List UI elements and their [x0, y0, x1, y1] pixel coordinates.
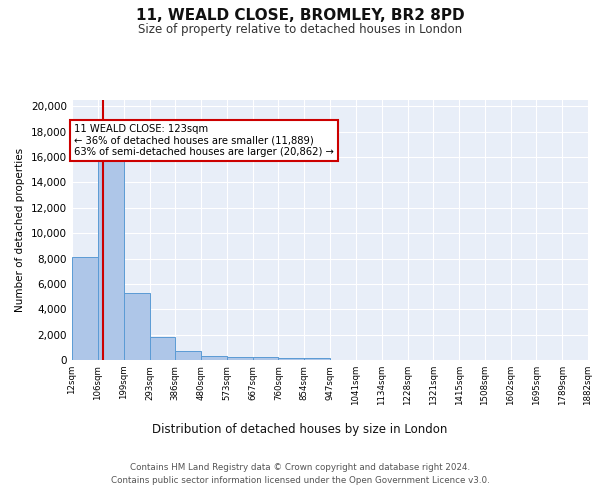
- Bar: [304, 358, 330, 360]
- Text: Contains public sector information licensed under the Open Government Licence v3: Contains public sector information licen…: [110, 476, 490, 485]
- Bar: [253, 358, 278, 360]
- Text: Distribution of detached houses by size in London: Distribution of detached houses by size …: [152, 422, 448, 436]
- Text: 11, WEALD CLOSE, BROMLEY, BR2 8PD: 11, WEALD CLOSE, BROMLEY, BR2 8PD: [136, 8, 464, 22]
- Bar: [124, 293, 149, 360]
- Text: 11 WEALD CLOSE: 123sqm
← 36% of detached houses are smaller (11,889)
63% of semi: 11 WEALD CLOSE: 123sqm ← 36% of detached…: [74, 124, 334, 158]
- Text: Contains HM Land Registry data © Crown copyright and database right 2024.: Contains HM Land Registry data © Crown c…: [130, 462, 470, 471]
- Bar: [72, 258, 98, 360]
- Text: Size of property relative to detached houses in London: Size of property relative to detached ho…: [138, 22, 462, 36]
- Bar: [149, 336, 175, 360]
- Bar: [98, 150, 124, 360]
- Bar: [227, 357, 253, 360]
- Bar: [278, 358, 304, 360]
- Y-axis label: Number of detached properties: Number of detached properties: [16, 148, 25, 312]
- Bar: [201, 356, 227, 360]
- Bar: [175, 351, 201, 360]
